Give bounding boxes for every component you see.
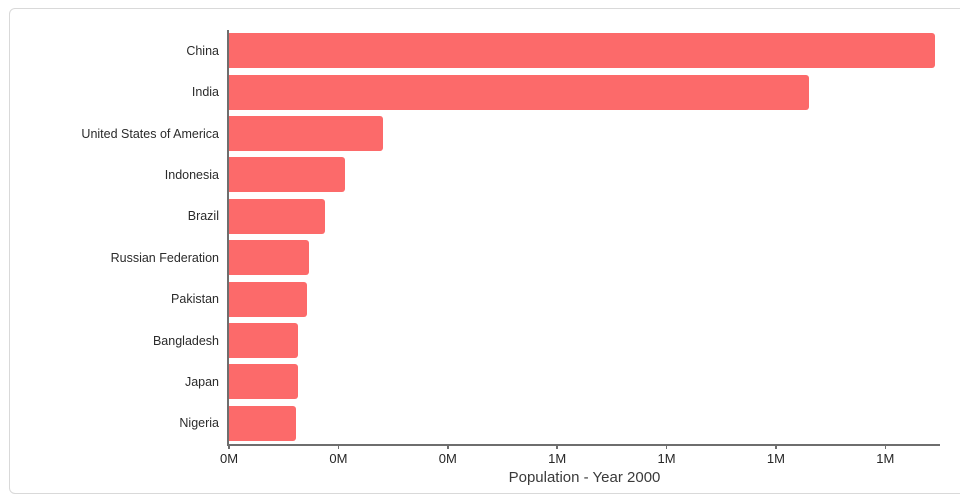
bar-united-states-of-america[interactable] <box>229 116 384 151</box>
bar-pakistan[interactable] <box>229 281 307 317</box>
y-axis-line <box>227 30 229 446</box>
bar-bangladesh[interactable] <box>229 323 299 358</box>
bar-nigeria[interactable] <box>229 405 296 441</box>
x-tick-mark <box>556 444 558 449</box>
category-label-nigeria: Nigeria <box>179 416 219 431</box>
x-tick-label: 1M <box>766 451 785 466</box>
x-tick-label: 1M <box>657 451 676 466</box>
x-tick-mark <box>665 444 668 449</box>
x-tick-label: 0M <box>219 451 239 466</box>
category-label-china: China <box>186 43 219 58</box>
bar-india[interactable] <box>229 74 809 110</box>
category-label-indonesia: Indonesia <box>164 167 219 182</box>
bar-indonesia[interactable] <box>229 157 345 193</box>
bar-japan[interactable] <box>229 364 298 400</box>
x-tick-mark <box>884 444 887 449</box>
x-tick-mark <box>337 444 340 449</box>
x-tick-label: 1M <box>548 451 567 466</box>
category-label-pakistan: Pakistan <box>171 292 219 307</box>
x-axis-title: Population - Year 2000 <box>508 469 661 486</box>
category-label-russian-federation: Russian Federation <box>110 250 219 265</box>
x-tick-label: 0M <box>438 451 457 466</box>
x-tick-mark <box>447 444 449 449</box>
x-tick-mark <box>775 444 777 449</box>
category-label-united-states-of-america: United States of America <box>81 126 219 141</box>
category-label-brazil: Brazil <box>187 209 219 224</box>
x-axis-line <box>227 444 940 446</box>
plot-area <box>227 30 940 446</box>
x-tick-label: 1M <box>876 451 895 466</box>
category-label-bangladesh: Bangladesh <box>152 333 219 348</box>
x-tick-mark <box>228 444 230 449</box>
category-label-india: India <box>191 85 219 100</box>
x-tick-label: 0M <box>329 451 348 466</box>
bar-brazil[interactable] <box>229 198 325 234</box>
bar-russian-federation[interactable] <box>229 240 310 276</box>
bar-china[interactable] <box>229 33 935 69</box>
category-label-japan: Japan <box>184 374 219 389</box>
